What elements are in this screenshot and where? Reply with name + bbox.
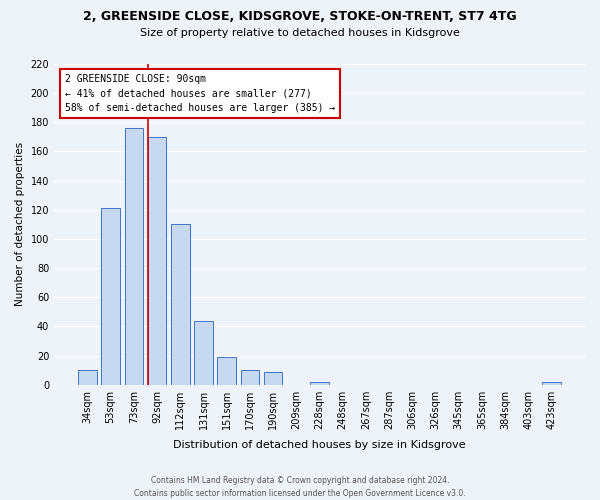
Bar (217, 357, 236, 384)
Bar (148, 137, 166, 384)
Bar (101, 208, 120, 384)
Y-axis label: Number of detached properties: Number of detached properties (15, 142, 25, 306)
Text: Contains HM Land Registry data © Crown copyright and database right 2024.
Contai: Contains HM Land Registry data © Crown c… (134, 476, 466, 498)
Text: Size of property relative to detached houses in Kidsgrove: Size of property relative to detached ho… (140, 28, 460, 38)
Bar (542, 382, 561, 384)
Bar (125, 128, 143, 384)
Bar (171, 224, 190, 384)
Bar (194, 320, 213, 384)
Bar (310, 382, 329, 384)
Text: 2, GREENSIDE CLOSE, KIDSGROVE, STOKE-ON-TRENT, ST7 4TG: 2, GREENSIDE CLOSE, KIDSGROVE, STOKE-ON-… (83, 10, 517, 23)
Bar (78, 370, 97, 384)
Text: 2 GREENSIDE CLOSE: 90sqm
← 41% of detached houses are smaller (277)
58% of semi-: 2 GREENSIDE CLOSE: 90sqm ← 41% of detach… (65, 74, 335, 113)
X-axis label: Distribution of detached houses by size in Kidsgrove: Distribution of detached houses by size … (173, 440, 466, 450)
Bar (241, 370, 259, 384)
Bar (264, 372, 283, 384)
